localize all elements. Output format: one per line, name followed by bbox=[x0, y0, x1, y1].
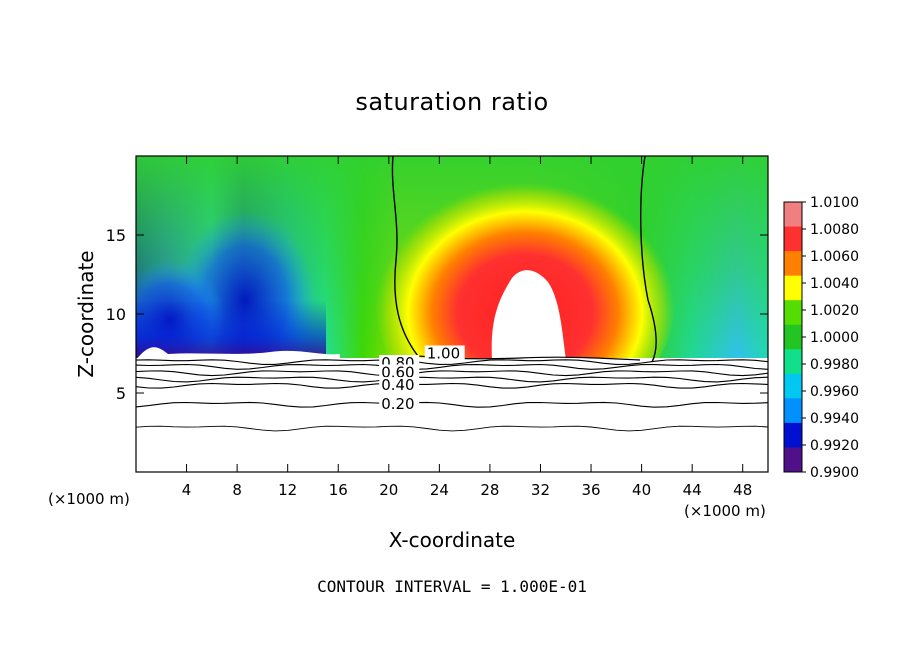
x-tick-label: 32 bbox=[531, 481, 550, 499]
contour-line bbox=[135, 370, 769, 377]
y-tick-label: 5 bbox=[116, 384, 126, 403]
contour-labels: 1.000.800.600.400.20 bbox=[379, 345, 465, 413]
x-tick-label: 8 bbox=[232, 481, 242, 499]
heatmap-field bbox=[136, 156, 768, 472]
colorbar-segment bbox=[784, 447, 802, 473]
x-unit-left: (×1000 m) bbox=[48, 490, 130, 508]
y-tick-label: 10 bbox=[106, 305, 126, 324]
contour-label: 0.20 bbox=[381, 395, 414, 413]
contour-line bbox=[135, 382, 769, 389]
y-axis-ticks: 5 10 15 bbox=[106, 226, 768, 403]
colorbar-tick-label: 0.9920 bbox=[810, 438, 859, 454]
contour-line bbox=[135, 363, 769, 370]
colorbar-tick-label: 0.9960 bbox=[810, 384, 859, 400]
colorbar-segment bbox=[784, 251, 802, 277]
contour-label: 0.40 bbox=[381, 376, 414, 394]
colorbar-segment bbox=[784, 202, 802, 228]
colorbar-segment bbox=[784, 398, 802, 424]
contour-interval-text: CONTOUR INTERVAL = 1.000E-01 bbox=[317, 577, 587, 596]
x-tick-label: 28 bbox=[480, 481, 499, 499]
chart-title: saturation ratio bbox=[355, 88, 549, 116]
x-tick-label: 40 bbox=[632, 481, 651, 499]
colorbar-tick-label: 1.0000 bbox=[810, 330, 859, 346]
contour-label-bg bbox=[379, 396, 420, 412]
contour-line bbox=[135, 425, 769, 432]
colorbar-segment bbox=[784, 422, 802, 448]
colorbar-segment bbox=[784, 349, 802, 375]
colorbar-segment bbox=[784, 373, 802, 399]
colorbar-tick-label: 0.9940 bbox=[810, 411, 859, 427]
contour-line bbox=[135, 359, 769, 365]
colorbar-tick-label: 1.0040 bbox=[810, 276, 859, 292]
colorbar-tick-label: 1.0080 bbox=[810, 222, 859, 238]
contour-label: 1.00 bbox=[427, 345, 460, 363]
contour-line bbox=[135, 376, 769, 383]
colorbar-tick-label: 1.0060 bbox=[810, 249, 859, 265]
x-axis-label: X-coordinate bbox=[388, 528, 516, 552]
colorbar-tick-label: 0.9900 bbox=[810, 465, 859, 481]
contour-label-bg bbox=[424, 345, 465, 361]
x-unit-right: (×1000 m) bbox=[684, 502, 766, 520]
x-tick-label: 12 bbox=[278, 481, 297, 499]
x-tick-label: 36 bbox=[581, 481, 600, 499]
contour-label: 0.60 bbox=[381, 363, 414, 381]
contour-label-bg bbox=[379, 377, 420, 393]
colorbar-tick-label: 0.9980 bbox=[810, 357, 859, 373]
contour-lines bbox=[135, 359, 769, 432]
colorbar-tick-label: 1.0020 bbox=[810, 303, 859, 319]
x-tick-label: 20 bbox=[379, 481, 398, 499]
y-axis-label: Z-coordinate bbox=[74, 250, 98, 378]
x-axis-ticks: 4 8 12 16 20 24 28 32 36 40 44 48 bbox=[182, 156, 752, 499]
colorbar-segment bbox=[784, 275, 802, 301]
x-tick-label: 24 bbox=[430, 481, 449, 499]
colorbar-segment bbox=[784, 300, 802, 326]
x-tick-label: 16 bbox=[329, 481, 348, 499]
colorbar-segment bbox=[784, 226, 802, 252]
colorbar-tick-label: 1.0100 bbox=[810, 195, 859, 211]
x-tick-label: 4 bbox=[182, 481, 192, 499]
x-tick-label: 48 bbox=[733, 481, 752, 499]
colorbar: 1.0100 1.0080 1.0060 1.0040 1.0020 1.0000 0.99… bbox=[783, 195, 859, 481]
y-tick-label: 15 bbox=[106, 226, 126, 245]
contour-line bbox=[135, 401, 769, 408]
colorbar-segment bbox=[784, 324, 802, 350]
x-tick-label: 44 bbox=[683, 481, 702, 499]
contour-label-bg bbox=[379, 364, 420, 380]
